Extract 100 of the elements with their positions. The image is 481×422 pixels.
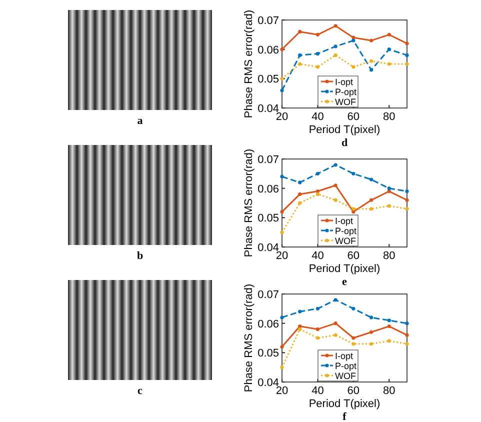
point [369, 68, 374, 72]
point [352, 342, 356, 346]
point [369, 330, 374, 334]
text: f [342, 411, 347, 422]
point [387, 324, 391, 328]
point [316, 52, 320, 56]
point [298, 310, 302, 314]
y-tick-label: 0.06 [258, 183, 279, 196]
point [316, 32, 320, 36]
x-axis-title: Period T(pixel) [308, 124, 380, 136]
point [405, 53, 409, 57]
point [280, 88, 284, 92]
point [369, 59, 374, 63]
point [316, 327, 320, 331]
point [316, 192, 320, 196]
point [387, 204, 391, 208]
point [369, 316, 374, 320]
x-tick-label: 60 [347, 385, 360, 397]
point [298, 180, 302, 184]
point [387, 339, 391, 343]
point [387, 48, 391, 52]
point [352, 207, 356, 211]
point [334, 298, 338, 302]
text: a [137, 115, 144, 127]
point [369, 38, 374, 42]
point [316, 65, 320, 69]
legend-label: P-opt [335, 226, 358, 236]
point [369, 198, 374, 202]
x-tick-label: 40 [312, 111, 324, 123]
point [298, 324, 302, 328]
point [298, 192, 302, 196]
point [369, 342, 374, 346]
point [369, 207, 374, 211]
point [280, 210, 284, 214]
legend-label: I-opt [335, 216, 354, 226]
point [387, 186, 391, 190]
point [405, 322, 409, 326]
y-axis-title: Phase RMS error(rad) [243, 148, 255, 258]
point [405, 333, 409, 337]
point [352, 210, 356, 214]
point [334, 333, 338, 337]
point [280, 230, 284, 234]
point [387, 32, 391, 36]
x-tick-label: 80 [383, 385, 396, 397]
point [405, 342, 409, 346]
point [334, 198, 338, 202]
y-tick-label: 0.07 [258, 15, 279, 27]
legend-label: P-opt [335, 361, 358, 371]
point [387, 318, 391, 322]
point [352, 306, 356, 310]
text: b [136, 250, 144, 262]
point [334, 163, 338, 167]
point [405, 207, 409, 211]
y-axis-title: Phase RMS error(rad) [243, 284, 255, 392]
y-tick-label: 0.06 [258, 44, 279, 56]
x-axis-title: Period T(pixel) [308, 263, 380, 275]
legend-label: I-opt [335, 77, 354, 87]
x-tick-label: 20 [276, 385, 288, 397]
point [280, 366, 284, 370]
y-tick-label: 0.07 [258, 289, 279, 301]
x-tick-label: 60 [347, 250, 360, 262]
y-tick-label: 0.05 [258, 348, 279, 360]
x-tick-label: 20 [276, 250, 288, 262]
point [405, 62, 409, 66]
x-tick-label: 40 [312, 385, 324, 397]
point [334, 53, 338, 57]
legend-label: WOF [335, 371, 356, 381]
point [298, 53, 302, 57]
text: d [341, 137, 348, 149]
text: e [342, 276, 348, 288]
point [298, 327, 302, 331]
y-axis-title: Phase RMS error(rad) [243, 10, 255, 118]
x-tick-label: 40 [312, 250, 324, 262]
point [298, 62, 302, 66]
point [405, 198, 409, 202]
point [405, 189, 409, 194]
point [387, 62, 391, 66]
point [298, 201, 302, 205]
point [280, 316, 284, 320]
point [405, 42, 409, 46]
point [334, 44, 338, 48]
point [369, 178, 374, 182]
point [334, 24, 338, 28]
point [352, 36, 356, 40]
point [316, 306, 320, 310]
point [280, 345, 284, 349]
legend-label: I-opt [335, 351, 354, 361]
point [280, 174, 284, 178]
x-tick-label: 60 [347, 111, 360, 123]
x-tick-label: 80 [383, 250, 396, 262]
point [352, 172, 356, 176]
point [352, 336, 356, 340]
point [387, 189, 391, 194]
x-axis-title: Period T(pixel) [308, 398, 380, 410]
point [334, 322, 338, 326]
point [334, 184, 338, 188]
y-tick-label: 0.05 [258, 212, 279, 225]
point [352, 38, 356, 42]
legend-label: P-opt [335, 87, 358, 97]
y-tick-label: 0.05 [258, 74, 279, 86]
